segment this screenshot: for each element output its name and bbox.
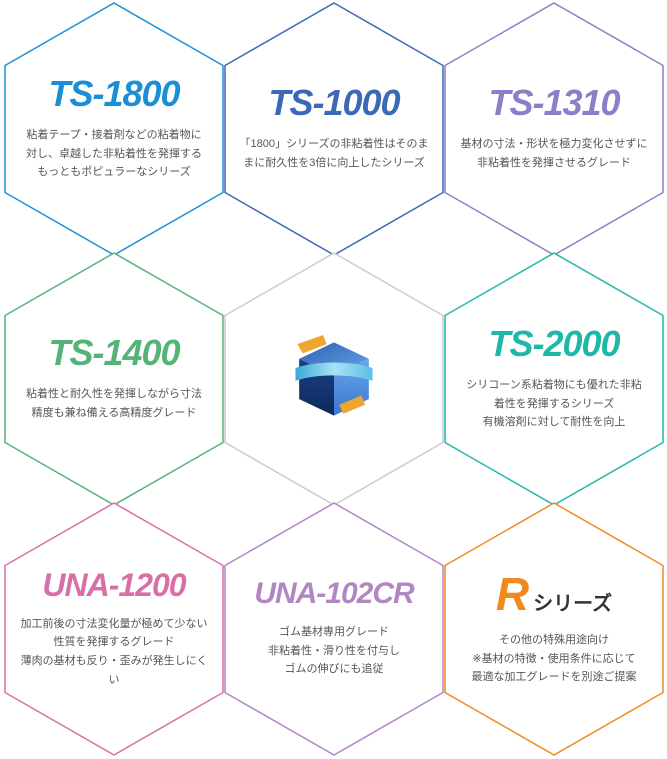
hex-cell-3: TS-1400 粘着性と耐久性を発揮しながら寸法精度も兼ね備える高精度グレード bbox=[4, 252, 224, 506]
logo-cell bbox=[224, 252, 444, 506]
hex-cell-2: TS-1310 基材の寸法・形状を極力変化させずに非粘着性を発揮させるグレード bbox=[444, 2, 664, 256]
hex-cell-7: UNA-102CR ゴム基材専用グレード非粘着性・滑り性を付与しゴムの伸びにも追… bbox=[224, 502, 444, 756]
product-title: TS-1000 bbox=[268, 85, 399, 121]
product-title: UNA-1200 bbox=[42, 569, 185, 601]
hex-cell-4 bbox=[224, 252, 444, 506]
product-logo bbox=[279, 324, 389, 434]
hexagon-product-grid: TS-1800 粘着テープ・接着剤などの粘着物に対し、卓越した非粘着性を発揮する… bbox=[0, 0, 667, 759]
product-title: R シリーズ bbox=[496, 571, 612, 617]
product-desc: 基材の寸法・形状を極力変化させずに非粘着性を発揮させるグレード bbox=[461, 135, 648, 172]
hex-cell-0: TS-1800 粘着テープ・接着剤などの粘着物に対し、卓越した非粘着性を発揮する… bbox=[4, 2, 224, 256]
cell-content: R シリーズ その他の特殊用途向け※基材の特徴・使用条件に応じて最適な加工グレー… bbox=[444, 502, 664, 756]
product-desc: 粘着テープ・接着剤などの粘着物に対し、卓越した非粘着性を発揮するもっともポピュラ… bbox=[26, 126, 202, 182]
product-desc: 「1800」シリーズの非粘着性はそのままに耐久性を3倍に向上したシリーズ bbox=[240, 135, 429, 172]
product-title: UNA-102CR bbox=[254, 579, 413, 609]
product-title: TS-2000 bbox=[488, 326, 619, 362]
hex-cell-1: TS-1000 「1800」シリーズの非粘着性はそのままに耐久性を3倍に向上した… bbox=[224, 2, 444, 256]
product-desc: 粘着性と耐久性を発揮しながら寸法精度も兼ね備える高精度グレード bbox=[26, 385, 202, 422]
cell-content: UNA-102CR ゴム基材専用グレード非粘着性・滑り性を付与しゴムの伸びにも追… bbox=[224, 502, 444, 756]
product-desc: シリコーン系粘着物にも優れた非粘着性を発揮するシリーズ有機溶剤に対して耐性を向上 bbox=[466, 376, 641, 432]
cell-content: TS-2000 シリコーン系粘着物にも優れた非粘着性を発揮するシリーズ有機溶剤に… bbox=[444, 252, 664, 506]
cell-content: UNA-1200 加工前後の寸法変化量が極めて少ない性質を発揮するグレード薄肉の… bbox=[4, 502, 224, 756]
cell-content: TS-1800 粘着テープ・接着剤などの粘着物に対し、卓越した非粘着性を発揮する… bbox=[4, 2, 224, 256]
product-title: TS-1800 bbox=[48, 76, 179, 112]
product-title: TS-1310 bbox=[488, 85, 619, 121]
cell-content: TS-1310 基材の寸法・形状を極力変化させずに非粘着性を発揮させるグレード bbox=[444, 2, 664, 256]
product-desc: ゴム基材専用グレード非粘着性・滑り性を付与しゴムの伸びにも追従 bbox=[268, 623, 400, 679]
cell-content: TS-1000 「1800」シリーズの非粘着性はそのままに耐久性を3倍に向上した… bbox=[224, 2, 444, 256]
hex-cell-6: UNA-1200 加工前後の寸法変化量が極めて少ない性質を発揮するグレード薄肉の… bbox=[4, 502, 224, 756]
hex-cell-5: TS-2000 シリコーン系粘着物にも優れた非粘着性を発揮するシリーズ有機溶剤に… bbox=[444, 252, 664, 506]
cell-content: TS-1400 粘着性と耐久性を発揮しながら寸法精度も兼ね備える高精度グレード bbox=[4, 252, 224, 506]
product-desc: その他の特殊用途向け※基材の特徴・使用条件に応じて最適な加工グレードを別途ご提案 bbox=[472, 631, 637, 687]
product-desc: 加工前後の寸法変化量が極めて少ない性質を発揮するグレード薄肉の基材も反り・歪みが… bbox=[18, 615, 210, 690]
hex-cell-8: R シリーズ その他の特殊用途向け※基材の特徴・使用条件に応じて最適な加工グレー… bbox=[444, 502, 664, 756]
r-suffix: シリーズ bbox=[533, 587, 612, 616]
product-title: TS-1400 bbox=[48, 335, 179, 371]
r-letter: R bbox=[496, 571, 529, 617]
